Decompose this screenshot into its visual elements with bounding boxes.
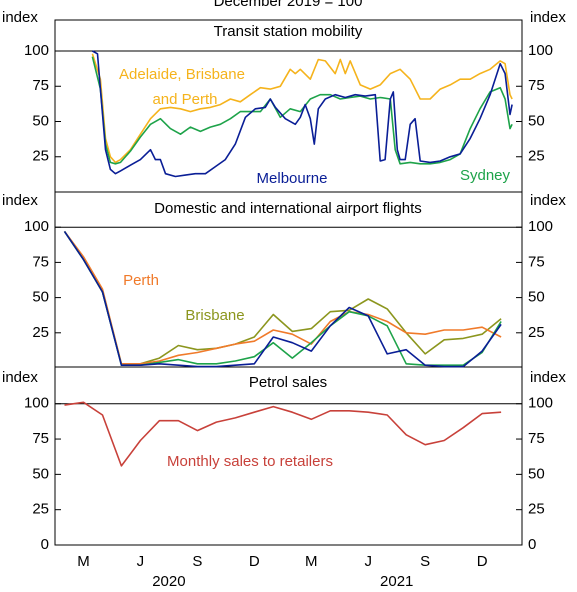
annotation: Brisbane [185,307,244,324]
y-tick-label: 100 [24,395,49,412]
series-line [63,230,502,365]
y-axis-label: index [530,369,566,386]
y-tick-label: 25 [32,324,49,341]
x-tick-label: J [137,553,145,570]
panel-title: Petrol sales [249,374,327,391]
series-line [63,230,502,366]
y-tick-label: 75 [528,253,545,270]
y-tick-label: 100 [528,395,553,412]
year-label: 2021 [380,573,413,590]
y-tick-label: 25 [528,324,545,341]
x-tick-label: M [305,553,318,570]
plot-frame [54,19,523,546]
y-tick-label: 25 [32,501,49,518]
y-axis-label: index [2,369,38,386]
x-tick-label: S [420,553,430,570]
series-line [64,401,502,467]
series-line [92,50,513,178]
subtitle: December 2019 = 100 [214,0,363,10]
x-tick-label: M [77,553,90,570]
y-tick-label: 50 [528,289,545,306]
y-tick-label: 75 [528,430,545,447]
y-tick-label: 50 [528,465,545,482]
annotation: and Perth [152,91,217,108]
annotation: Monthly sales to retailers [167,453,333,470]
x-tick-label: S [192,553,202,570]
annotation: Perth [123,272,159,289]
y-tick-label: 75 [32,77,49,94]
series-line [63,230,502,368]
y-tick-label: 75 [32,430,49,447]
y-tick-label: 100 [24,42,49,59]
annotation: Sydney [460,167,511,184]
y-tick-label: 25 [528,148,545,165]
y-tick-label: 100 [24,218,49,235]
y-tick-label: 0 [41,536,49,553]
x-tick-label: J [364,553,372,570]
panel-title: Transit station mobility [214,23,363,40]
y-tick-label: 50 [32,112,49,129]
year-label: 2020 [152,573,185,590]
x-tick-label: D [477,553,488,570]
y-axis-label: index [2,9,38,26]
x-tick-label: D [249,553,260,570]
annotation: Adelaide, Brisbane [119,66,245,83]
y-tick-label: 50 [32,289,49,306]
y-tick-label: 25 [528,501,545,518]
y-axis-label: index [2,192,38,209]
y-tick-label: 0 [528,536,536,553]
y-tick-label: 50 [32,465,49,482]
y-tick-label: 75 [528,77,545,94]
y-axis-label: index [530,9,566,26]
annotation: Melbourne [257,170,328,187]
series-line [91,53,513,164]
panel-title: Domestic and international airport fligh… [154,200,422,217]
series-line [63,230,502,365]
y-tick-label: 100 [528,218,553,235]
y-axis-label: index [530,192,566,209]
y-tick-label: 75 [32,253,49,270]
y-tick-label: 50 [528,112,545,129]
y-tick-label: 100 [528,42,553,59]
y-tick-label: 25 [32,148,49,165]
